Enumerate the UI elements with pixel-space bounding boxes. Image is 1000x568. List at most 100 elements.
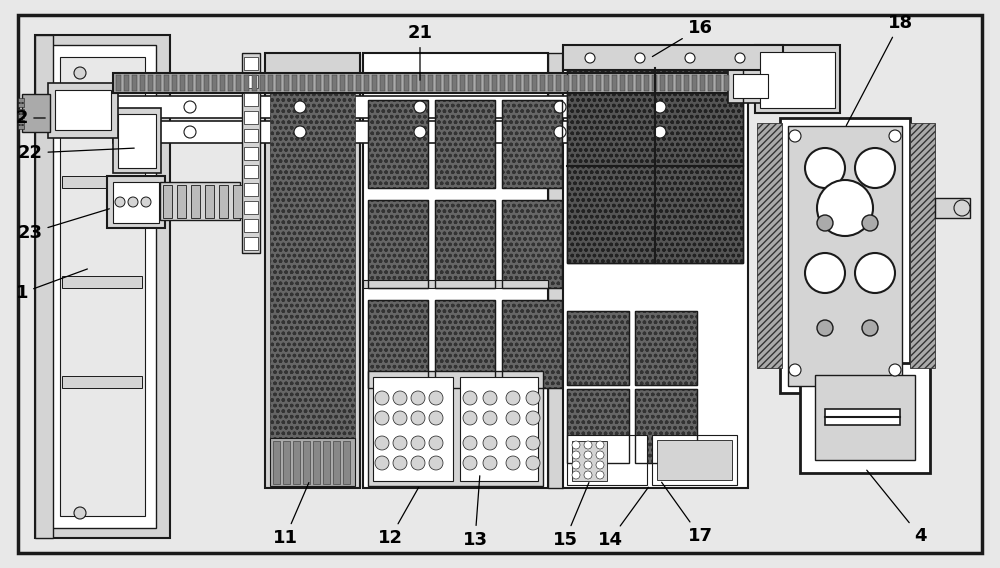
- Bar: [18, 114, 24, 118]
- Circle shape: [526, 456, 540, 470]
- Bar: [164, 75, 169, 91]
- Bar: [244, 57, 258, 70]
- Bar: [760, 52, 835, 108]
- Bar: [244, 201, 258, 214]
- Circle shape: [463, 411, 477, 425]
- Circle shape: [554, 101, 566, 113]
- Bar: [196, 75, 201, 91]
- Circle shape: [584, 451, 592, 459]
- Bar: [502, 100, 562, 188]
- Circle shape: [463, 436, 477, 450]
- Bar: [35, 35, 53, 538]
- Bar: [324, 75, 329, 91]
- Bar: [35, 35, 170, 538]
- Bar: [276, 75, 281, 91]
- Bar: [657, 440, 732, 480]
- Bar: [757, 123, 782, 368]
- Circle shape: [572, 451, 580, 459]
- Bar: [244, 129, 258, 142]
- Bar: [368, 300, 428, 388]
- Bar: [567, 311, 629, 385]
- Circle shape: [654, 126, 666, 138]
- Bar: [708, 75, 713, 91]
- Bar: [356, 75, 361, 91]
- Bar: [572, 441, 607, 481]
- Bar: [205, 185, 214, 218]
- Bar: [652, 75, 657, 91]
- Bar: [825, 409, 900, 425]
- Text: 12: 12: [378, 487, 419, 547]
- Bar: [500, 75, 505, 91]
- Bar: [60, 57, 145, 516]
- Bar: [244, 93, 258, 106]
- Circle shape: [817, 215, 833, 231]
- Circle shape: [596, 451, 604, 459]
- Circle shape: [862, 320, 878, 336]
- Bar: [548, 53, 563, 488]
- Bar: [62, 176, 142, 188]
- Bar: [113, 73, 733, 93]
- Bar: [212, 75, 217, 91]
- Bar: [368, 200, 428, 288]
- Bar: [724, 75, 729, 91]
- Bar: [113, 121, 733, 143]
- Circle shape: [184, 126, 196, 138]
- Bar: [107, 176, 165, 228]
- Bar: [220, 75, 225, 91]
- Bar: [132, 75, 137, 91]
- Bar: [300, 75, 305, 91]
- Bar: [18, 103, 24, 107]
- Bar: [635, 389, 697, 463]
- Bar: [780, 118, 910, 393]
- Bar: [191, 185, 200, 218]
- Bar: [252, 75, 257, 91]
- Bar: [567, 68, 743, 263]
- Bar: [580, 75, 585, 91]
- Bar: [48, 83, 118, 138]
- Circle shape: [889, 364, 901, 376]
- Circle shape: [411, 436, 425, 450]
- Bar: [668, 75, 673, 91]
- Bar: [244, 111, 258, 124]
- Bar: [18, 125, 24, 129]
- Bar: [333, 441, 340, 484]
- Bar: [396, 75, 401, 91]
- Bar: [22, 94, 50, 132]
- Circle shape: [414, 101, 426, 113]
- Circle shape: [429, 456, 443, 470]
- Circle shape: [855, 148, 895, 188]
- Bar: [404, 75, 409, 91]
- Bar: [18, 98, 24, 102]
- Bar: [635, 389, 697, 463]
- Bar: [412, 75, 417, 91]
- Circle shape: [463, 456, 477, 470]
- Circle shape: [654, 101, 666, 113]
- Bar: [628, 75, 633, 91]
- Bar: [368, 100, 428, 188]
- Text: 11: 11: [272, 483, 309, 547]
- Bar: [460, 377, 538, 481]
- Text: 4: 4: [867, 470, 926, 545]
- Circle shape: [862, 215, 878, 231]
- Circle shape: [128, 197, 138, 207]
- Circle shape: [411, 391, 425, 405]
- Bar: [596, 75, 601, 91]
- Bar: [242, 53, 260, 253]
- Circle shape: [429, 436, 443, 450]
- Bar: [567, 311, 629, 385]
- Bar: [660, 75, 665, 91]
- Bar: [676, 75, 681, 91]
- Bar: [428, 75, 433, 91]
- Bar: [368, 200, 428, 288]
- Bar: [564, 75, 569, 91]
- Bar: [228, 75, 233, 91]
- Text: 13: 13: [462, 476, 488, 549]
- Bar: [460, 75, 465, 91]
- Circle shape: [596, 441, 604, 449]
- Bar: [800, 363, 930, 473]
- Bar: [18, 119, 24, 123]
- Bar: [236, 75, 241, 91]
- Bar: [532, 75, 537, 91]
- Circle shape: [74, 67, 86, 79]
- Circle shape: [596, 461, 604, 469]
